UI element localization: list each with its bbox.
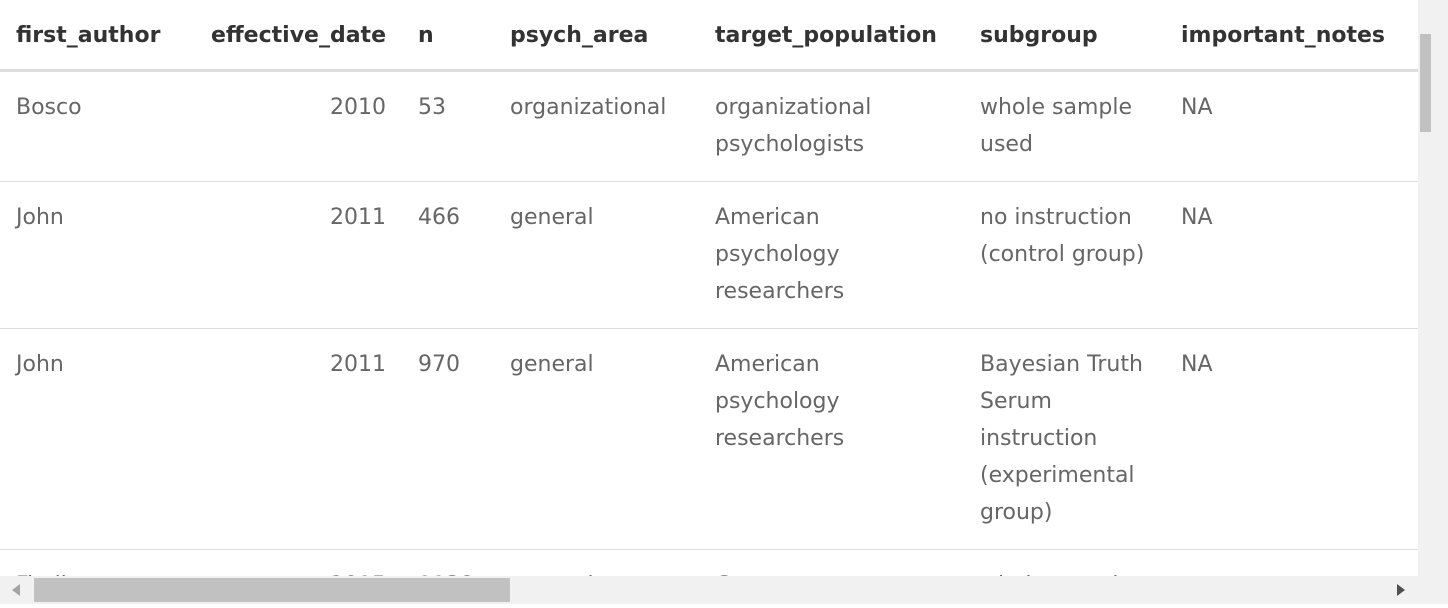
table-cell: general: [510, 549, 715, 576]
scroll-arrows: [12, 584, 1405, 596]
horizontal-scroll-thumb[interactable]: [34, 578, 510, 602]
table-cell: American psychology researchers: [715, 328, 980, 550]
table-cell: whole sample used: [980, 549, 1181, 576]
table-cell: [1181, 549, 1418, 576]
header-row: first_author effective_date n psych_area tar…: [0, 0, 1418, 72]
column-header: effective_date: [203, 0, 418, 72]
vertical-scroll-thumb[interactable]: [1420, 34, 1431, 132]
table-cell: 970: [418, 328, 510, 550]
column-header: important_notes: [1181, 0, 1418, 72]
table-cell: 2010: [203, 70, 418, 182]
column-header: first_author: [0, 0, 203, 72]
table-row: Bosco 2010 53 organizational organizational …: [0, 70, 1418, 182]
table-cell: no instruction (control group): [980, 181, 1181, 329]
table-cell: Fiedler: [0, 549, 203, 576]
table-cell: NA: [1181, 70, 1418, 182]
table-cell: John: [0, 328, 203, 550]
table-container: first_author effective_date n psych_area tar…: [0, 0, 1418, 576]
table-cell: 1138: [418, 549, 510, 576]
scroll-left-arrow[interactable]: [12, 584, 20, 596]
table-cell: 466: [418, 181, 510, 329]
column-header: n: [418, 0, 510, 72]
table-cell: organizational: [510, 70, 715, 182]
table-cell: general: [510, 181, 715, 329]
scroll-right-arrow[interactable]: [1397, 584, 1405, 596]
table-cell: 2011: [203, 328, 418, 550]
table-body: Bosco 2010 53 organizational organizational …: [0, 70, 1418, 576]
table-cell: German psychologists: [715, 549, 980, 576]
table-cell: 2011: [203, 181, 418, 329]
table-cell: Bosco: [0, 70, 203, 182]
table-row: Fiedler20151138generalGerman psychologis…: [0, 549, 1418, 576]
table-cell: organizational psychologists: [715, 70, 980, 182]
table-cell: 53: [418, 70, 510, 182]
table-row: John 2011 970 general American psychology re…: [0, 328, 1418, 550]
table-cell: NA: [1181, 328, 1418, 550]
table-row: John 2011 466 general American psychology re…: [0, 181, 1418, 329]
column-header: psych_area: [510, 0, 715, 72]
table-cell: 2015: [203, 549, 418, 576]
data-table: first_author effective_date n psych_area tar…: [0, 0, 1418, 576]
column-header: target_population: [715, 0, 980, 72]
table-cell: NA: [1181, 181, 1418, 329]
table-cell: John: [0, 181, 203, 329]
table-cell: general: [510, 328, 715, 550]
table-cell: Bayesian Truth Serum instruction (experi…: [980, 328, 1181, 550]
column-header: subgroup: [980, 0, 1181, 72]
table-cell: whole sample used: [980, 70, 1181, 182]
table-cell: American psychology researchers: [715, 181, 980, 329]
